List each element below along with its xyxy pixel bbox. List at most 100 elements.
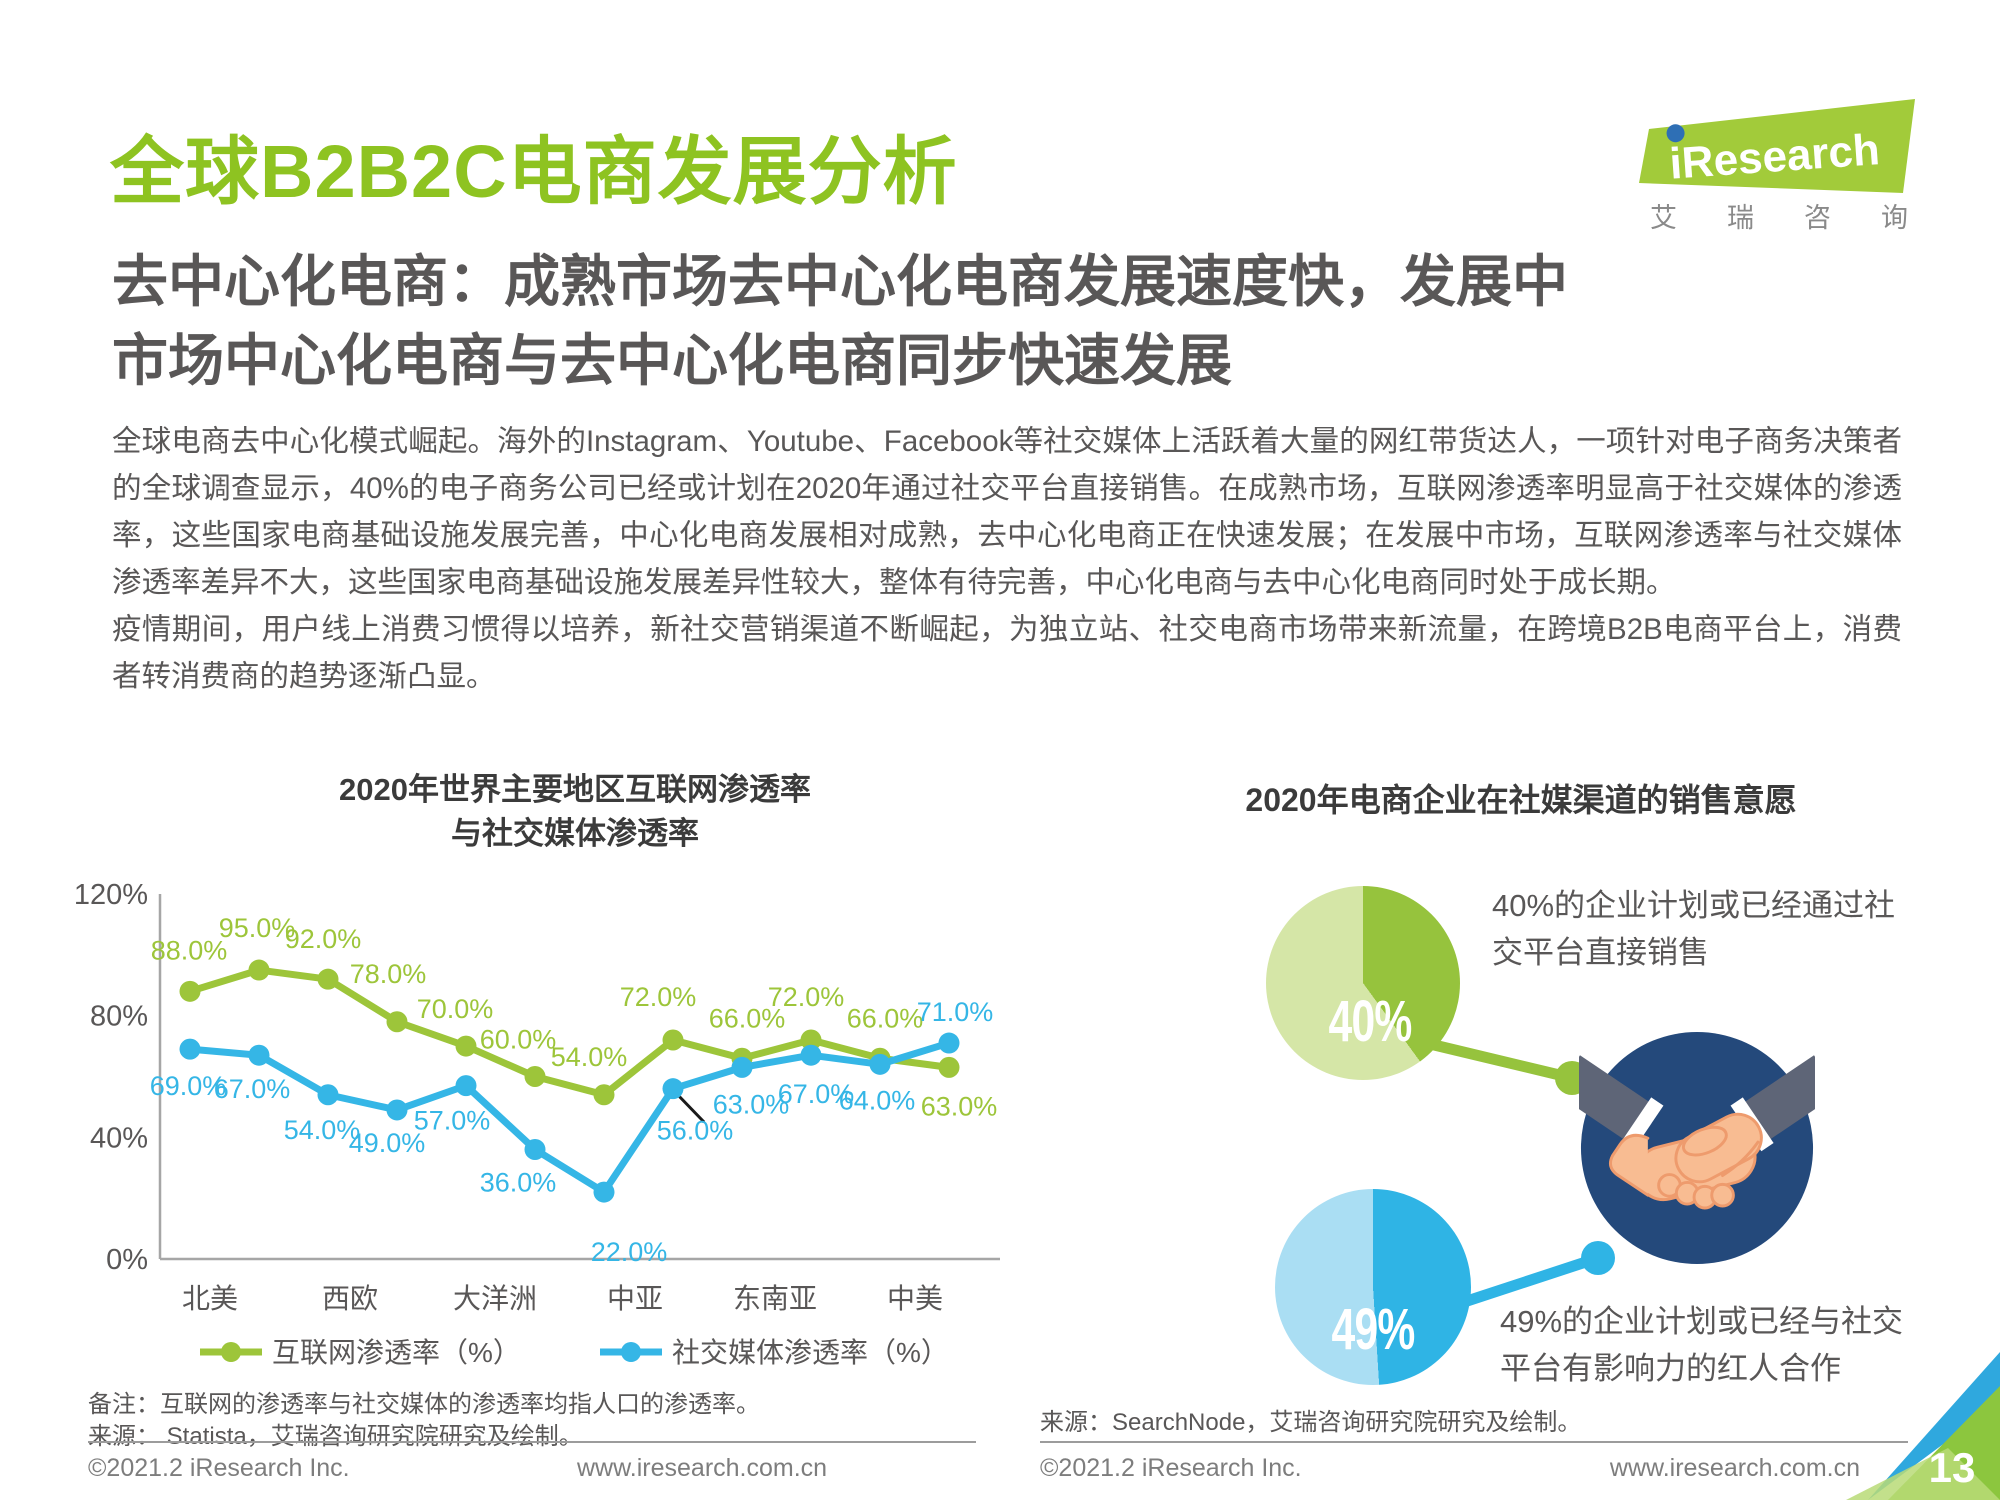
section-subtitle: 去中心化电商：成熟市场去中心化电商发展速度快，发展中 市场中心化电商与去中心化电… [112,242,1568,400]
data-point [455,1075,477,1097]
series-line [186,1039,953,1196]
page-corner-decoration: 13 [1846,1352,2000,1500]
data-label: 22.0% [591,1237,668,1267]
logo-cn-char: 艾 [1650,203,1677,233]
copyright-right: ©2021.2 iResearch Inc. [1040,1454,1302,1482]
footer-divider-left [88,1441,976,1443]
data-label: 71.0% [917,997,994,1027]
legend-marker [221,1342,241,1362]
copyright-left: ©2021.2 iResearch Inc. [88,1454,350,1482]
y-tick-label: 120% [74,879,148,911]
data-label: 72.0% [620,982,697,1012]
data-point [317,1084,339,1106]
body-paragraph: 疫情期间，用户线上消费习惯得以培养，新社交营销渠道不断崛起，为独立站、社交电商市… [112,613,1902,693]
data-point [662,1029,684,1051]
data-point [248,1044,270,1066]
website-link-left[interactable]: www.iresearch.com.cn [577,1454,828,1482]
page-title: 全球B2B2C电商发展分析 [110,130,958,213]
chart-source-left: 来源： Statista，艾瑞咨询研究院研究及绘制。 [88,1423,583,1450]
data-label: 54.0% [284,1115,361,1145]
data-point [731,1056,753,1078]
logo-cn-char: 询 [1881,203,1908,233]
data-label: 72.0% [768,982,845,1012]
data-label: 67.0% [214,1074,291,1104]
x-category-label: 中美 [887,1283,943,1314]
data-label: 63.0% [713,1089,790,1119]
data-point [248,959,270,981]
logo-cn-char: 瑞 [1727,203,1754,233]
data-label: 63.0% [921,1091,998,1121]
data-label: 36.0% [480,1168,557,1198]
data-point [800,1029,822,1051]
data-point [386,1099,408,1121]
penetration-line-chart: 0% 40% 80% 120%88.0%95.0%92.0% 78.0% 70.0%60.… [74,879,1000,1368]
data-point [593,1084,615,1106]
website-link-right[interactable]: www.iresearch.com.cn [1609,1454,1860,1482]
body-text: 全球电商去中心化模式崛起。海外的Instagram、Youtube、Facebo… [112,418,1902,700]
legend-marker [621,1342,641,1362]
data-point [386,1011,408,1033]
pie-40-value-label: 40% [1328,989,1413,1055]
y-tick-label: 40% [90,1122,148,1154]
chart-note: 备注：互联网的渗透率与社交媒体的渗透率均指人口的渗透率。 [88,1391,760,1418]
y-tick-label: 80% [90,1001,148,1033]
data-label: 57.0% [414,1106,491,1136]
line-chart-title: 2020年世界主要地区互联网渗透率 与社交媒体渗透率 [225,768,925,856]
pie-40-caption: 40%的企业计划或已经通过社 交平台直接销售 [1492,882,1895,976]
data-point [179,1038,201,1060]
y-tick-label: 0% [106,1244,148,1276]
data-label: 56.0% [657,1116,734,1146]
caption-line: 40%的企业计划或已经通过社 [1492,888,1896,923]
logo-chinese-name: 艾 瑞 咨 询 [1650,196,1908,235]
pie-49-percent [1275,1189,1471,1385]
subtitle-line: 去中心化电商：成熟市场去中心化电商发展速度快，发展中 [112,250,1568,313]
x-category-label: 北美 [182,1283,238,1314]
data-point [938,1056,960,1078]
data-label: 60.0% [480,1025,557,1055]
logo-cn-char: 咨 [1804,203,1831,233]
subtitle-line: 市场中心化电商与去中心化电商同步快速发展 [112,329,1232,392]
x-category-label: 东南亚 [733,1283,817,1314]
legend-label: 互联网渗透率（%） [272,1337,521,1368]
line-chart-title-line: 2020年世界主要地区互联网渗透率 [339,772,811,807]
data-point [800,1044,822,1066]
x-category-label: 西欧 [322,1283,378,1314]
line-chart-title-line: 与社交媒体渗透率 [451,816,699,851]
data-label: 78.0% [350,959,427,989]
handshake-icon [1579,1030,1815,1266]
data-point [662,1078,684,1100]
data-label: 49.0% [349,1128,426,1158]
data-point [524,1066,546,1087]
data-label: 88.0% [151,935,228,965]
data-label: 69.0% [150,1071,227,1101]
data-label: 66.0% [847,1003,924,1033]
data-point [317,968,339,990]
pie-40-percent [1266,886,1460,1080]
data-point [179,980,201,1002]
data-label: 64.0% [839,1085,916,1115]
logo-i-dot [1666,124,1685,143]
data-point [593,1181,615,1203]
chart-source-right: 来源：SearchNode，艾瑞咨询研究院研究及绘制。 [1040,1409,1582,1436]
data-label: 92.0% [285,924,362,954]
footer-divider-right [1040,1441,1908,1443]
pie-49-value-label: 49% [1331,1297,1416,1363]
data-label: 70.0% [417,994,494,1024]
data-point [524,1139,546,1160]
data-label: 66.0% [709,1003,786,1033]
data-point [938,1032,960,1054]
data-label: 67.0% [778,1079,855,1109]
iresearch-logo-icon: iResearch [1639,99,1915,193]
data-point [455,1035,477,1057]
data-label: 95.0% [219,913,296,943]
x-category-label: 中亚 [607,1283,663,1314]
caption-line: 平台有影响力的红人合作 [1500,1351,1841,1386]
legend-label: 社交媒体渗透率（%） [672,1337,949,1368]
pie-chart-title: 2020年电商企业在社媒渠道的销售意愿 [1245,782,1797,818]
data-label: 54.0% [551,1042,628,1072]
body-paragraph: 全球电商去中心化模式崛起。海外的Instagram、Youtube、Facebo… [112,425,1902,599]
caption-line: 交平台直接销售 [1492,935,1709,970]
x-category-label: 大洋洲 [453,1283,537,1314]
data-point [869,1053,891,1075]
